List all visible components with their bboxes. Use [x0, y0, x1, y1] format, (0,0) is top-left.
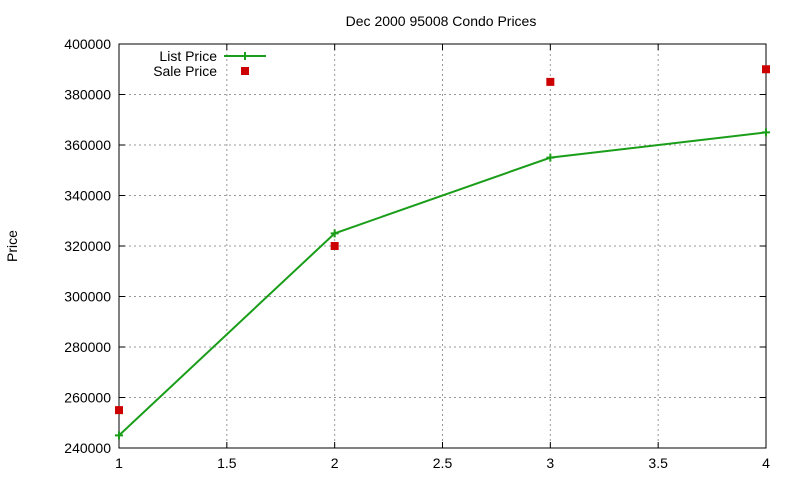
legend-cross-sample — [241, 52, 249, 60]
grid-lines — [119, 44, 766, 448]
y-tick-label: 320000 — [64, 238, 111, 254]
list-price-point — [330, 229, 339, 238]
list-price-line — [118, 131, 767, 437]
chart-title: Dec 2000 95008 Condo Prices — [346, 13, 537, 29]
y-tick-label: 380000 — [64, 87, 111, 103]
sale-price-point — [115, 406, 123, 415]
y-tick-label: 360000 — [64, 137, 111, 153]
y-tick-label: 400000 — [64, 36, 111, 52]
sale-price-point — [330, 242, 339, 250]
x-tick-label: 3 — [546, 455, 554, 471]
list-price-point — [762, 128, 770, 137]
y-axis-label: Price — [4, 230, 20, 262]
x-tick-label: 3.5 — [648, 455, 668, 471]
x-tick-label: 2 — [331, 455, 339, 471]
sale-price-point — [546, 77, 555, 86]
y-tick-label: 280000 — [64, 339, 111, 355]
list-price-point — [546, 153, 555, 162]
x-tick-label: 1 — [115, 455, 123, 471]
y-tick-label: 340000 — [64, 188, 111, 204]
y-tick-label: 300000 — [64, 289, 111, 305]
legend-label: List Price — [159, 48, 217, 64]
y-tick-label: 240000 — [64, 440, 111, 456]
list-price-point — [115, 431, 123, 440]
plot-border — [118, 43, 767, 449]
axis-ticks: 1 1.5 2 2.5 3 3.5 4 240000 260000 280000 300000 320… — [64, 36, 770, 471]
y-tick-label: 260000 — [64, 390, 111, 406]
x-tick-label: 2.5 — [433, 455, 453, 471]
x-tick-label: 1.5 — [217, 455, 237, 471]
sale-price-point — [762, 65, 770, 74]
series-layer — [115, 65, 770, 440]
legend-label: Sale Price — [153, 63, 217, 79]
x-tick-label: 4 — [762, 455, 770, 471]
legend-square-sample — [241, 67, 249, 75]
